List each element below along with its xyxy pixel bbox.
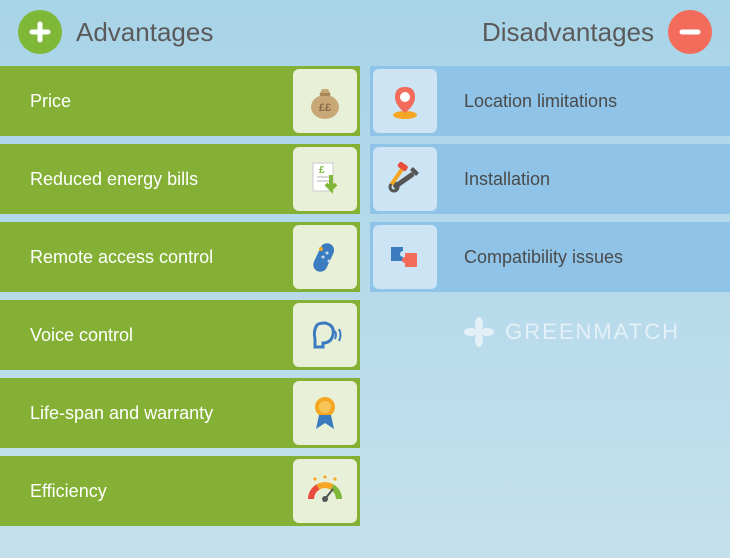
advantage-row: Efficiency: [0, 456, 360, 526]
svg-text:££: ££: [319, 102, 331, 114]
ribbon-icon: [293, 381, 357, 445]
money-bag-icon: ££: [293, 69, 357, 133]
puzzle-icon: [373, 225, 437, 289]
advantage-label: Price: [30, 91, 71, 112]
disadvantage-label: Compatibility issues: [464, 247, 623, 268]
disadvantage-label: Location limitations: [464, 91, 617, 112]
columns: Price ££ Reduced energy bills £ Remote a…: [0, 66, 730, 526]
gauge-icon: [293, 459, 357, 523]
bill-down-icon: £: [293, 147, 357, 211]
header: Advantages Disadvantages: [0, 0, 730, 66]
watermark: GREENMATCH: [463, 316, 680, 348]
minus-icon: [668, 10, 712, 54]
svg-text:£: £: [319, 165, 325, 176]
disadvantage-row: Location limitations: [370, 66, 730, 136]
advantage-row: Remote access control: [0, 222, 360, 292]
remote-icon: [293, 225, 357, 289]
map-pin-icon: [373, 69, 437, 133]
advantage-label: Voice control: [30, 325, 133, 346]
advantages-column: Price ££ Reduced energy bills £ Remote a…: [0, 66, 360, 526]
disadvantage-row: Installation: [370, 144, 730, 214]
disadvantages-header: Disadvantages: [482, 10, 712, 54]
voice-head-icon: [293, 303, 357, 367]
disadvantages-title: Disadvantages: [482, 17, 654, 48]
disadvantage-label: Installation: [464, 169, 550, 190]
plus-icon: [18, 10, 62, 54]
advantage-row: Reduced energy bills £: [0, 144, 360, 214]
advantages-header: Advantages: [18, 10, 213, 54]
disadvantage-row: Compatibility issues: [370, 222, 730, 292]
fan-icon: [463, 316, 495, 348]
advantage-row: Price ££: [0, 66, 360, 136]
advantage-row: Voice control: [0, 300, 360, 370]
tools-icon: [373, 147, 437, 211]
advantages-title: Advantages: [76, 17, 213, 48]
advantage-label: Life-span and warranty: [30, 403, 213, 424]
advantage-label: Remote access control: [30, 247, 213, 268]
disadvantages-column: Location limitations Installation Compat…: [370, 66, 730, 526]
advantage-label: Reduced energy bills: [30, 169, 198, 190]
watermark-text: GREENMATCH: [505, 319, 680, 345]
advantage-row: Life-span and warranty: [0, 378, 360, 448]
advantage-label: Efficiency: [30, 481, 107, 502]
